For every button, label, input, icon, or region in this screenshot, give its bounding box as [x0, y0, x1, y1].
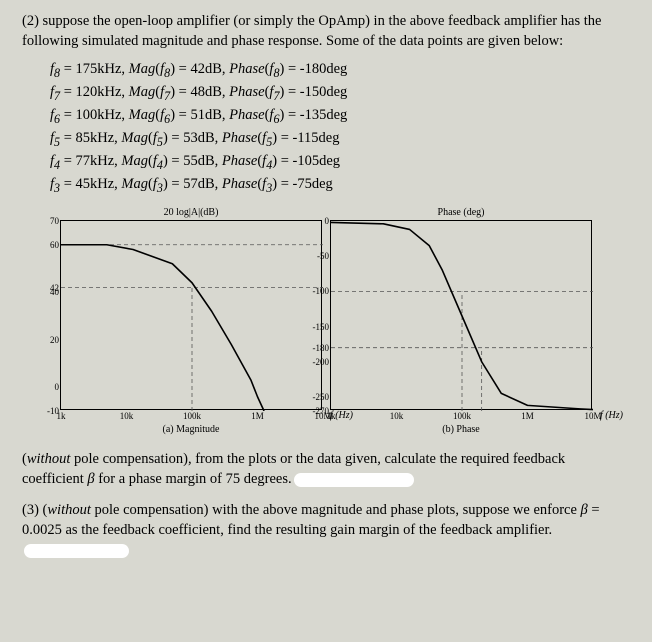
x-tick-label: 10k	[120, 411, 134, 421]
x-tick-label: 10k	[390, 411, 404, 421]
x-tick-label: 1M	[521, 411, 534, 421]
y-tick-label: -180	[309, 343, 329, 353]
y-tick-label: -50	[309, 251, 329, 261]
phase-chart-wrap: Phase (deg) 0-50-100-150-180-200-250-270…	[330, 207, 592, 435]
q3-mid: pole compensation) with the above magnit…	[91, 502, 581, 518]
intro-text: (2) suppose the open-loop amplifier (or …	[22, 12, 630, 51]
chart-svg	[61, 221, 323, 411]
q2-end: for a phase margin of 75 degrees.	[95, 471, 292, 487]
q3-without: without	[47, 502, 91, 518]
q2-without: without	[27, 451, 71, 467]
phase-chart: 0-50-100-150-180-200-250-2701k10k100k1M1…	[330, 220, 592, 410]
y-tick-label: -100	[309, 286, 329, 296]
x-tick-label: 1k	[327, 411, 336, 421]
q3-beta: β	[581, 502, 588, 518]
data-point-row: f6 = 100kHz, Mag(f6) = 51dB, Phase(f6) =…	[50, 105, 630, 128]
data-point-row: f7 = 120kHz, Mag(f7) = 48dB, Phase(f7) =…	[50, 82, 630, 105]
y-tick-label: 60	[39, 240, 59, 250]
y-tick-label: 40	[39, 287, 59, 297]
data-point-row: f4 = 77kHz, Mag(f4) = 55dB, Phase(f4) = …	[50, 151, 630, 174]
redaction-mark	[24, 544, 129, 558]
data-point-row: f8 = 175kHz, Mag(f8) = 42dB, Phase(f8) =…	[50, 59, 630, 82]
x-tick-label: 100k	[183, 411, 201, 421]
mag-caption: (a) Magnitude	[163, 424, 220, 435]
y-tick-label: 0	[39, 382, 59, 392]
y-tick-label: -200	[309, 357, 329, 367]
y-tick-label: -250	[309, 392, 329, 402]
data-point-row: f3 = 45kHz, Mag(f3) = 57dB, Phase(f3) = …	[50, 174, 630, 197]
magnitude-chart: 70604240200-101k10k100k1M10Mf (Hz)	[60, 220, 322, 410]
y-tick-label: 20	[39, 335, 59, 345]
magnitude-chart-wrap: 20 log|A|(dB) 70604240200-101k10k100k1M1…	[60, 207, 322, 435]
charts-container: 20 log|A|(dB) 70604240200-101k10k100k1M1…	[22, 207, 630, 435]
x-tick-label: 1k	[57, 411, 66, 421]
data-points-list: f8 = 175kHz, Mag(f8) = 42dB, Phase(f8) =…	[50, 59, 630, 197]
y-tick-label: -150	[309, 322, 329, 332]
chart-svg	[331, 221, 593, 411]
y-tick-label: 70	[39, 216, 59, 226]
q3-open: (3) (	[22, 502, 47, 518]
x-tick-label: 100k	[453, 411, 471, 421]
phase-caption: (b) Phase	[442, 424, 480, 435]
x-tick-label: 1M	[251, 411, 264, 421]
redaction-mark	[294, 473, 414, 487]
question-3-text: (3) (without pole compensation) with the…	[22, 500, 630, 561]
mag-chart-title: 20 log|A|(dB)	[164, 207, 219, 218]
y-tick-label: 0	[309, 216, 329, 226]
question-2-text: (without pole compensation), from the pl…	[22, 449, 630, 490]
q2-beta: β	[87, 471, 94, 487]
x-axis-label: f (Hz)	[600, 410, 623, 421]
data-point-row: f5 = 85kHz, Mag(f5) = 53dB, Phase(f5) = …	[50, 128, 630, 151]
phase-chart-title: Phase (deg)	[438, 207, 485, 218]
